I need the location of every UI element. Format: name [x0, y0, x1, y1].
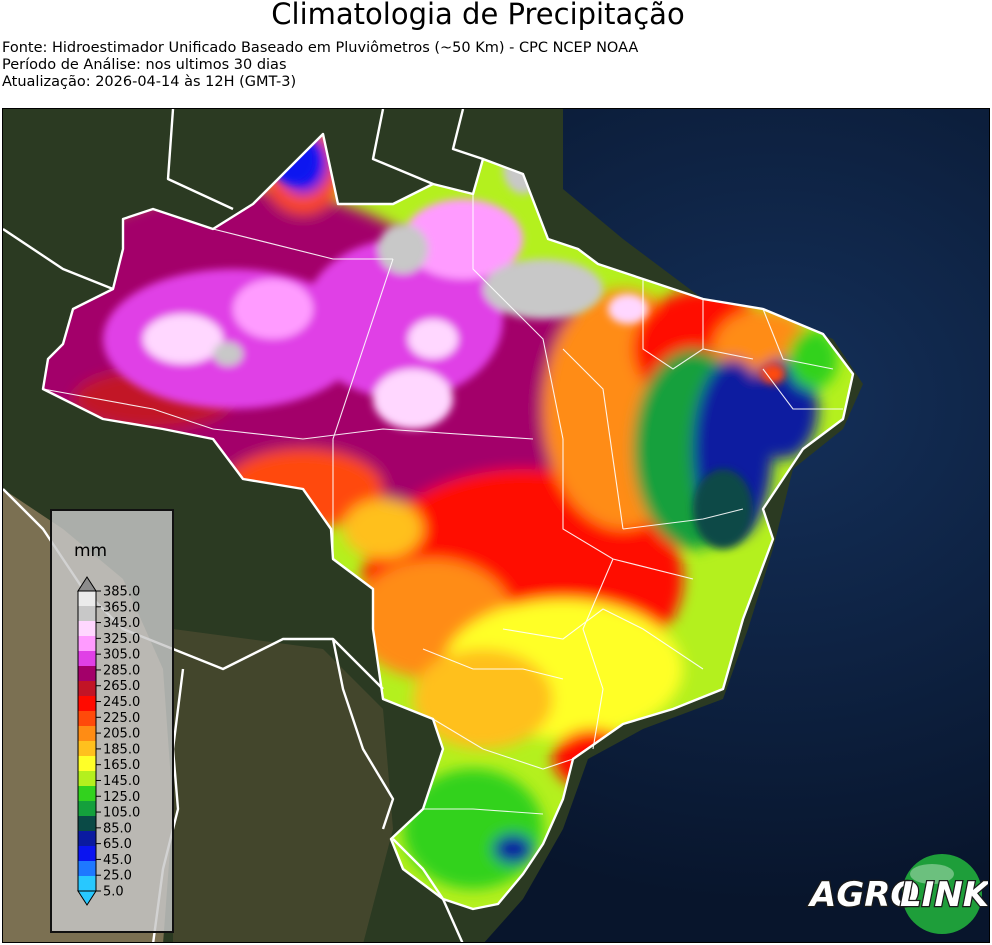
map-title: Climatologia de Precipitação: [271, 0, 685, 31]
colorbar-swatch: [78, 681, 96, 697]
legend-unit: mm: [74, 541, 108, 561]
colorbar-swatch: [78, 696, 96, 712]
colorbar-tick-label: 365.0: [103, 600, 140, 615]
colorbar-swatch: [78, 651, 96, 667]
colorbar-tick-label: 65.0: [103, 837, 132, 852]
map-metadata: Fonte: Hidroestimador Unificado Baseado …: [2, 40, 638, 91]
colorbar-swatch: [78, 756, 96, 772]
colorbar-tick-label: 205.0: [103, 727, 140, 742]
colorbar-tick-label: 105.0: [103, 806, 140, 821]
logo-globe-icon: [902, 854, 982, 934]
source-line: Fonte: Hidroestimador Unificado Baseado …: [2, 40, 639, 56]
colorbar: 385.0365.0345.0325.0305.0285.0265.0245.0…: [77, 576, 140, 906]
colorbar-tick-label: 125.0: [103, 790, 140, 805]
colorbar-tick-label: 285.0: [103, 663, 140, 678]
colorbar-tick-label: 5.0: [103, 885, 124, 900]
colorbar-tick-label: 185.0: [103, 742, 140, 757]
colorbar-swatch: [78, 621, 96, 637]
colorbar-tick-label: 305.0: [103, 648, 140, 663]
agrolink-logo: AGRO LINK: [804, 852, 992, 936]
colorbar-tick-label: 25.0: [103, 869, 132, 884]
colorbar-swatch: [78, 831, 96, 847]
colorbar-tick-label: 145.0: [103, 774, 140, 789]
colorbar-tick-label: 225.0: [103, 711, 140, 726]
colorbar-swatch: [78, 786, 96, 802]
colorbar-swatch: [78, 846, 96, 862]
colorbar-tick-label: 345.0: [103, 616, 140, 631]
logo-text-link: LINK: [900, 875, 988, 915]
colorbar-tick-label: 45.0: [103, 853, 132, 868]
logo-text-agro: AGRO: [807, 875, 919, 915]
colorbar-swatch: [78, 636, 96, 652]
colorbar-swatch: [78, 591, 96, 607]
colorbar-extend-min: [77, 890, 97, 906]
color-legend: mm 385.0 365.0 345.0 325.0 305.0 285.0 265.0 24…: [50, 509, 174, 933]
state-borders: [42, 194, 843, 815]
colorbar-tick-label: 85.0: [103, 821, 132, 836]
colorbar-swatch: [78, 876, 96, 892]
updated-line: Atualização: 2026-04-14 às 12H (GMT-3): [2, 74, 297, 90]
colorbar-swatch: [78, 711, 96, 727]
colorbar-tick-label: 245.0: [103, 695, 140, 710]
colorbar-tick-label: 165.0: [103, 758, 140, 773]
colorbar-swatch: [78, 666, 96, 682]
colorbar-tick-label: 265.0: [103, 679, 140, 694]
colorbar-tick-label: 325.0: [103, 632, 140, 647]
colorbar-swatch: [78, 771, 96, 787]
colorbar-tick-label: 385.0: [103, 585, 140, 600]
colorbar-extend-max: [77, 576, 97, 592]
colorbar-swatch: [78, 741, 96, 757]
colorbar-swatch: [78, 801, 96, 817]
period-line: Período de Análise: nos ultimos 30 dias: [2, 57, 287, 73]
colorbar-swatch: [78, 726, 96, 742]
colorbar-swatch: [78, 861, 96, 877]
colorbar-swatch: [78, 606, 96, 622]
colorbar-swatch: [78, 816, 96, 832]
